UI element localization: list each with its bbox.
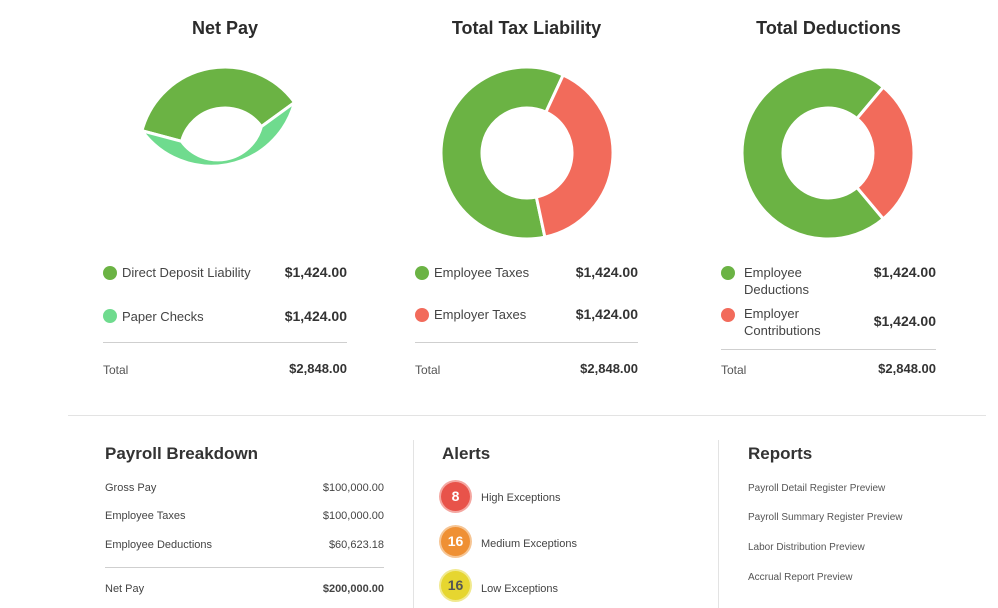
alert-badge-medium[interactable]: 16 — [441, 527, 470, 556]
breakdown-label: Employee Deductions — [105, 539, 213, 551]
legend-amount: $1,424.00 — [873, 264, 936, 280]
total-amount: $2,848.00 — [878, 361, 936, 376]
breakdown-value: $60,623.18 — [328, 539, 384, 551]
report-link-payroll-detail[interactable]: Payroll Detail Register Preview — [748, 483, 886, 494]
total-amount: $2,848.00 — [580, 361, 638, 376]
legend-label: Employer Taxes — [434, 307, 527, 322]
legend-label-line1: Employer — [744, 306, 799, 321]
reports-title: Reports — [748, 444, 813, 463]
total-label: Total — [415, 363, 441, 377]
legend-amount: $1,424.00 — [284, 308, 347, 324]
donut-slice-employer-contributions[interactable] — [818, 85, 914, 221]
total-divider — [103, 342, 347, 343]
breakdown-value: $100,000.00 — [322, 482, 384, 494]
legend-dot — [103, 266, 117, 280]
legend-label-line1: Employee — [744, 265, 802, 280]
net-pay-card: Net Pay Direct Deposit Liability $1,424.… — [103, 0, 347, 400]
donut-slice-employee-taxes[interactable] — [441, 67, 595, 239]
legend-label-line2: Contributions — [744, 323, 821, 338]
legend-dot — [415, 266, 429, 280]
breakdown-row-net-pay: Net Pay $200,000.00 — [105, 583, 384, 595]
legend-label: Paper Checks — [122, 309, 204, 324]
breakdown-label: Employee Taxes — [105, 510, 186, 522]
legend-amount: $1,424.00 — [284, 264, 347, 280]
alert-label-medium[interactable]: Medium Exceptions — [481, 538, 577, 550]
report-link-payroll-summary[interactable]: Payroll Summary Register Preview — [748, 512, 903, 523]
donut-slice-direct-deposit[interactable] — [140, 67, 300, 167]
legend-dot — [721, 308, 735, 322]
column-divider — [413, 440, 414, 608]
legend-label-line2: Deductions — [744, 282, 810, 297]
column-divider — [718, 440, 719, 608]
total-amount: $2,848.00 — [289, 361, 347, 376]
tax-donut — [441, 67, 613, 239]
total-divider — [415, 342, 638, 343]
net-pay-donut — [139, 67, 300, 185]
legend-amount: $1,424.00 — [575, 264, 638, 280]
legend-label: Employee Deductions — [744, 264, 809, 298]
breakdown-row-employee-taxes: Employee Taxes $100,000.00 — [105, 510, 384, 522]
report-link-labor-distribution[interactable]: Labor Distribution Preview — [748, 542, 865, 553]
breakdown-row-employee-deductions: Employee Deductions $60,623.18 — [105, 539, 384, 551]
breakdown-value: $200,000.00 — [322, 583, 384, 595]
deductions-card: Total Deductions Employee Deductions $1,… — [721, 0, 936, 400]
alerts-title: Alerts — [442, 444, 491, 463]
legend-dot — [721, 266, 735, 280]
payroll-breakdown-title: Payroll Breakdown — [105, 444, 259, 463]
section-divider — [68, 415, 986, 416]
donut-slice-employee-deductions[interactable] — [742, 67, 914, 239]
total-label: Total — [103, 363, 129, 377]
total-label: Total — [721, 363, 747, 377]
legend-amount: $1,424.00 — [575, 306, 638, 322]
legend-label: Employee Taxes — [434, 265, 530, 280]
breakdown-divider — [105, 567, 384, 568]
breakdown-label: Net Pay — [105, 583, 145, 595]
card-title: Net Pay — [191, 18, 259, 38]
donut-slice-paper-checks[interactable] — [139, 67, 298, 185]
card-title: Total Tax Liability — [451, 18, 602, 38]
alert-label-high[interactable]: High Exceptions — [481, 492, 561, 504]
alert-badge-low[interactable]: 16 — [441, 571, 470, 600]
card-title: Total Deductions — [756, 18, 901, 38]
legend-dot — [103, 309, 117, 323]
alert-label-low[interactable]: Low Exceptions — [481, 583, 559, 595]
alert-badge-high[interactable]: 8 — [441, 482, 470, 511]
legend-amount: $1,424.00 — [873, 313, 936, 329]
breakdown-value: $100,000.00 — [322, 510, 384, 522]
donut-slice-employer-taxes[interactable] — [513, 68, 613, 239]
legend-label: Employer Contributions — [744, 305, 821, 339]
total-divider — [721, 349, 936, 350]
legend-label: Direct Deposit Liability — [122, 265, 251, 280]
tax-liability-card: Total Tax Liability Employee Taxes $1,42… — [415, 0, 638, 400]
breakdown-label: Gross Pay — [105, 482, 157, 494]
report-link-accrual[interactable]: Accrual Report Preview — [748, 572, 853, 583]
legend-dot — [415, 308, 429, 322]
breakdown-row-gross-pay: Gross Pay $100,000.00 — [105, 482, 384, 494]
deductions-donut — [742, 67, 914, 239]
